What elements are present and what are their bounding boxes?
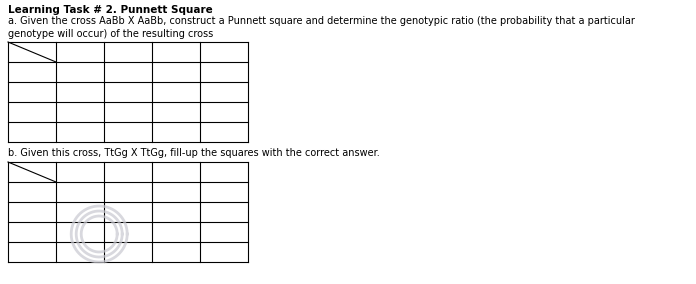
Text: b. Given this cross, TtGg X TtGg, fill-up the squares with the correct answer.: b. Given this cross, TtGg X TtGg, fill-u… [8,148,380,158]
Text: a. Given the cross AaBb X AaBb, construct a Punnett square and determine the gen: a. Given the cross AaBb X AaBb, construc… [8,16,635,39]
Text: Learning Task # 2. Punnett Square: Learning Task # 2. Punnett Square [8,5,213,15]
